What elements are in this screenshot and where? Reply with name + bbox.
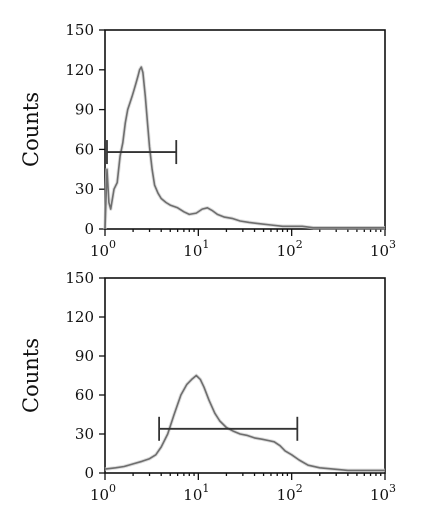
x-tick-exponent: 3 bbox=[389, 238, 396, 251]
y-tick-label: 60 bbox=[75, 386, 94, 404]
plot-frame bbox=[104, 277, 386, 474]
y-tick-label: 120 bbox=[65, 308, 94, 326]
x-tick-exponent: 0 bbox=[109, 238, 116, 251]
y-axis-label: Counts bbox=[19, 92, 43, 167]
x-tick-label: 103 bbox=[370, 482, 396, 504]
x-tick-exponent: 2 bbox=[296, 238, 303, 251]
y-tick-label: 0 bbox=[84, 464, 94, 482]
histogram-halo bbox=[104, 373, 385, 473]
x-tick-base: 10 bbox=[183, 486, 202, 504]
y-tick-label: 60 bbox=[75, 140, 94, 158]
x-tick-label: 103 bbox=[370, 238, 396, 260]
y-tick-label: 90 bbox=[75, 101, 94, 119]
x-tick-base: 10 bbox=[183, 242, 202, 260]
histogram-line bbox=[104, 374, 385, 472]
x-tick-exponent: 1 bbox=[202, 482, 209, 495]
x-tick-label: 102 bbox=[277, 238, 303, 260]
y-tick-label: 30 bbox=[75, 425, 94, 443]
y-tick-label: 150 bbox=[65, 269, 94, 287]
y-axis-label: Counts bbox=[19, 338, 43, 413]
x-tick-exponent: 2 bbox=[296, 482, 303, 495]
y-tick-label: 90 bbox=[75, 347, 94, 365]
x-tick-label: 100 bbox=[90, 238, 116, 260]
y-tick-label: 30 bbox=[75, 180, 94, 198]
x-tick-base: 10 bbox=[277, 242, 296, 260]
x-tick-label: 100 bbox=[90, 482, 116, 504]
x-tick-base: 10 bbox=[370, 242, 389, 260]
x-tick-base: 10 bbox=[90, 242, 109, 260]
plot-frame bbox=[104, 29, 386, 230]
x-tick-label: 102 bbox=[277, 482, 303, 504]
x-tick-base: 10 bbox=[277, 486, 296, 504]
x-tick-base: 10 bbox=[90, 486, 109, 504]
x-tick-label: 101 bbox=[183, 238, 209, 260]
y-tick-label: 120 bbox=[65, 61, 94, 79]
y-tick-label: 150 bbox=[65, 21, 94, 39]
histogram-halo bbox=[103, 65, 385, 230]
x-tick-exponent: 0 bbox=[109, 482, 116, 495]
x-tick-exponent: 3 bbox=[389, 482, 396, 495]
histogram-line bbox=[104, 66, 385, 230]
x-tick-base: 10 bbox=[370, 486, 389, 504]
x-tick-exponent: 1 bbox=[202, 238, 209, 251]
y-tick-label: 0 bbox=[84, 220, 94, 238]
x-tick-label: 101 bbox=[183, 482, 209, 504]
